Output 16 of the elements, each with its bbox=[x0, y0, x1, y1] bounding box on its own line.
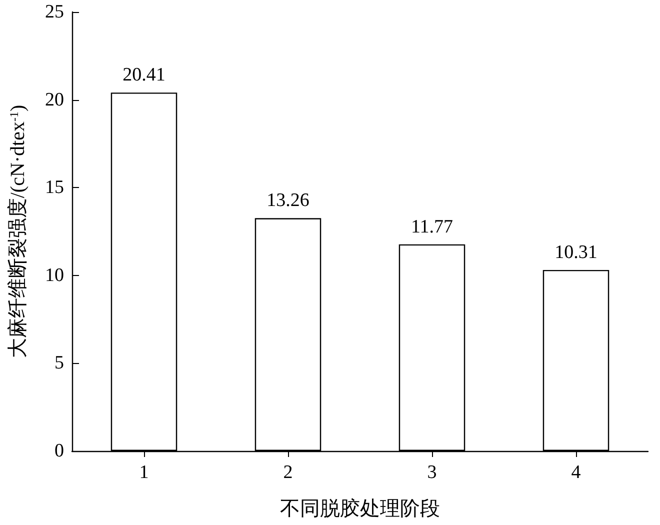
x-tick-label: 1 bbox=[139, 462, 149, 483]
x-tick-label: 3 bbox=[427, 462, 437, 483]
data-label: 10.31 bbox=[554, 242, 598, 263]
x-tick-label: 4 bbox=[571, 462, 582, 483]
y-tick-label: 25 bbox=[45, 2, 64, 22]
y-tick-label: 10 bbox=[45, 264, 64, 286]
data-label: 11.77 bbox=[410, 216, 454, 238]
y-tick-label: 5 bbox=[54, 352, 64, 374]
x-axis-title: 不同脱胶处理阶段 bbox=[280, 498, 440, 520]
data-label: 20.41 bbox=[122, 64, 166, 86]
y-tick-label: 20 bbox=[45, 89, 64, 110]
data-label: 13.26 bbox=[266, 190, 310, 212]
x-tick-label: 2 bbox=[283, 462, 293, 483]
y-tick-label: 15 bbox=[45, 177, 64, 198]
y-tick-label: 0 bbox=[54, 440, 64, 462]
y-axis-title: 大麻纤维断裂强度/(cN·dtex-1) bbox=[7, 104, 29, 358]
